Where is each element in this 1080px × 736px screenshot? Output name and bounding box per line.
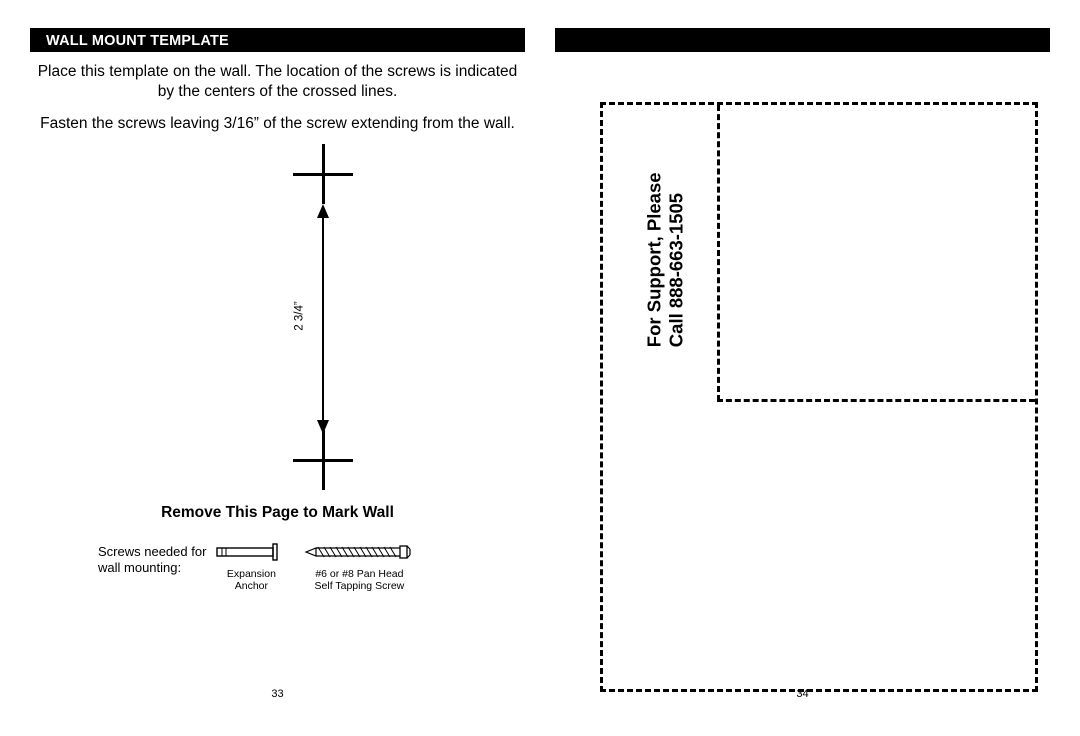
screw-caption-1: #6 or #8 Pan Head: [315, 568, 405, 580]
screws-section: Screws needed for wall mounting: Expansi…: [30, 542, 525, 592]
instruction-2: Fasten the screws leaving 3/16” of the s…: [30, 114, 525, 134]
cutout-divider-horizontal: [717, 399, 1035, 402]
screw-caption-2: Self Tapping Screw: [315, 580, 405, 592]
screws-label-line1: Screws needed for: [98, 544, 206, 560]
pan-head-screw-icon: [304, 542, 414, 562]
screw-col: #6 or #8 Pan Head Self Tapping Screw: [304, 542, 414, 592]
expansion-anchor-icon: [216, 542, 286, 562]
support-callout: For Support, Please Call 888-663-1505: [617, 145, 713, 375]
dimension-line: [322, 216, 324, 422]
remove-page-note: Remove This Page to Mark Wall: [30, 504, 525, 522]
support-line-1: For Support, Please: [643, 173, 665, 348]
page-number-left: 33: [30, 688, 525, 700]
screws-label-line2: wall mounting:: [98, 560, 206, 576]
page-number-right: 34: [555, 688, 1050, 700]
cutout-template: For Support, Please Call 888-663-1505: [600, 102, 1038, 692]
cutout-divider-vertical: [717, 105, 720, 401]
page-34: For Support, Please Call 888-663-1505 34: [555, 28, 1050, 736]
instruction-1: Place this template on the wall. The loc…: [30, 62, 525, 102]
dimension-label: 2 3/4”: [294, 302, 306, 331]
header-bar-left: WALL MOUNT TEMPLATE: [30, 28, 525, 52]
page-spread: WALL MOUNT TEMPLATE Place this template …: [0, 0, 1080, 736]
header-bar-right: [555, 28, 1050, 52]
page-33: WALL MOUNT TEMPLATE Place this template …: [30, 28, 525, 736]
cross-mark-top: [293, 144, 353, 204]
anchor-caption-1: Expansion: [227, 568, 276, 580]
screws-needed-label: Screws needed for wall mounting:: [98, 542, 206, 575]
expansion-anchor-col: Expansion Anchor: [216, 542, 286, 592]
anchor-caption-2: Anchor: [227, 580, 276, 592]
cross-mark-bottom: [293, 430, 353, 490]
support-line-2: Call 888-663-1505: [665, 173, 687, 348]
mounting-diagram: 2 3/4”: [30, 140, 525, 500]
